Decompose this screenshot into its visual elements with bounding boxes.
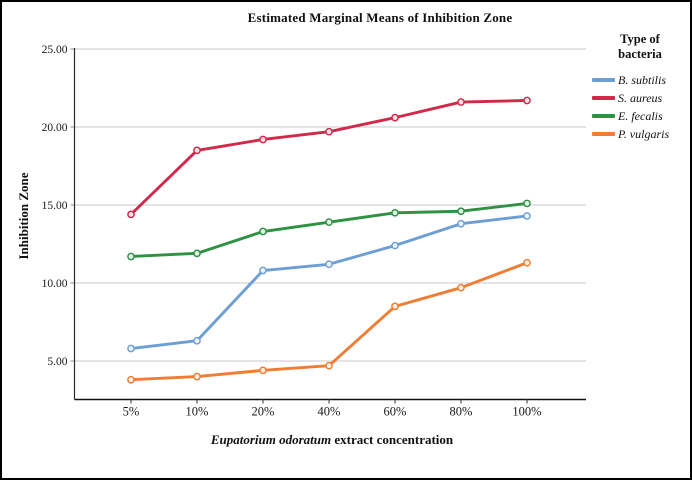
x-axis-title-species: Eupatorium odoratum: [210, 432, 332, 447]
data-point-marker: [325, 260, 333, 269]
legend-item-p-vulgaris: P. vulgaris: [592, 125, 688, 143]
data-point-marker: [523, 212, 531, 220]
y-axis-title: Inhibition Zone: [16, 172, 31, 260]
legend-title: Type of bacteria: [618, 32, 662, 61]
data-point-marker: [127, 210, 135, 219]
data-point-marker: [325, 361, 333, 370]
y-tick-label: 25.00: [42, 44, 68, 56]
data-point-marker: [391, 113, 399, 122]
legend-swatch-icon: [592, 132, 615, 136]
data-point-marker: [259, 366, 267, 375]
x-tick-label: 60%: [384, 405, 407, 419]
y-tick-label: 20.00: [42, 122, 68, 134]
data-point-marker: [193, 249, 201, 258]
x-axis-title: Eupatorium odoratum extract concentratio…: [76, 432, 588, 448]
legend-item-b-subtilis: B. subtilis: [592, 71, 688, 89]
legend-swatch-icon: [592, 78, 615, 82]
data-point-marker: [523, 258, 531, 267]
data-point-marker: [457, 98, 465, 106]
data-point-marker: [127, 252, 135, 261]
data-point-marker: [127, 344, 135, 353]
data-point-marker: [523, 199, 531, 208]
data-point-marker: [127, 375, 135, 384]
data-point-marker: [325, 127, 333, 136]
data-point-marker: [457, 207, 465, 216]
y-tick-label: 10.00: [42, 278, 68, 290]
series-line-b-subtilis: [129, 214, 529, 350]
y-tick-label: 15.00: [42, 200, 68, 212]
legend-label: E. fecalis: [618, 108, 663, 123]
data-point-marker: [259, 227, 267, 236]
data-point-marker: [457, 283, 465, 292]
chart-title: Estimated Marginal Means of Inhibition Z…: [247, 10, 513, 25]
data-point-marker: [193, 336, 201, 345]
data-point-marker: [457, 219, 465, 228]
x-tick-label: 10%: [186, 405, 209, 419]
legend-label: S. aureus: [618, 90, 663, 105]
y-tick-label: 5.00: [47, 356, 67, 368]
legend-item-e-fecalis: E. fecalis: [592, 107, 688, 125]
data-point-marker: [325, 218, 333, 227]
x-axis-title-rest: extract concentration: [331, 432, 454, 447]
series-line-s-aureus: [129, 99, 529, 216]
legend-item-s-aureus: S. aureus: [592, 89, 688, 107]
data-point-marker: [193, 146, 201, 155]
legend-label: B. subtilis: [618, 72, 667, 87]
x-tick-label: 20%: [252, 405, 275, 419]
x-tick-label: 100%: [512, 405, 541, 419]
x-tick-label: 5%: [123, 405, 140, 419]
x-tick-label: 40%: [318, 405, 341, 419]
legend-swatch-icon: [592, 114, 615, 118]
legend-swatch-icon: [592, 96, 615, 100]
data-point-marker: [259, 266, 267, 275]
data-point-marker: [391, 241, 399, 250]
data-point-marker: [391, 208, 399, 217]
data-point-marker: [523, 96, 531, 105]
data-point-marker: [391, 302, 399, 311]
x-tick-label: 80%: [450, 405, 473, 419]
data-point-marker: [193, 372, 201, 381]
series-line-e-fecalis: [129, 201, 529, 258]
legend: Type of bacteria B. subtilis S. aureus E…: [592, 32, 688, 143]
data-point-marker: [259, 135, 267, 144]
legend-label: P. vulgaris: [618, 126, 670, 141]
